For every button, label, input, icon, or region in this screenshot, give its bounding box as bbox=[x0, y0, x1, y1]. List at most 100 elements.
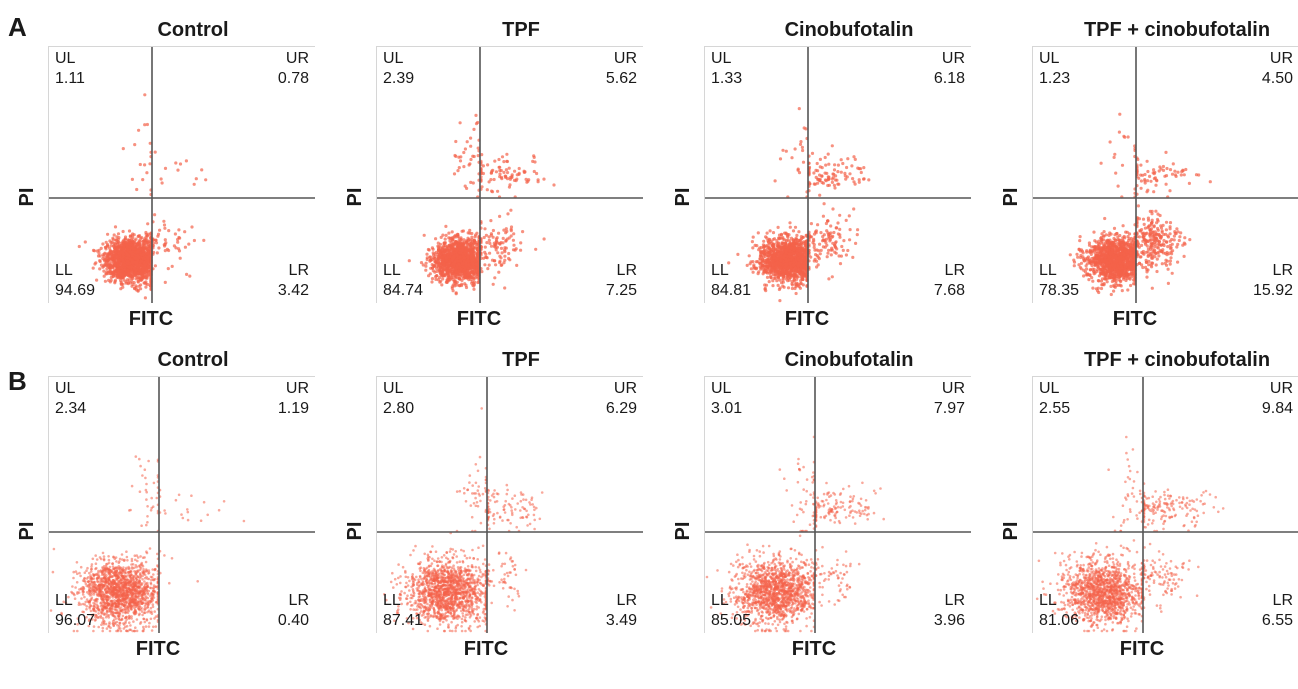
event-point-ll bbox=[145, 252, 149, 256]
event-point-ll bbox=[784, 259, 788, 263]
event-point-ll bbox=[116, 232, 121, 236]
event-point-lr bbox=[177, 247, 181, 251]
event-point-ll bbox=[112, 233, 116, 237]
event-point-ll bbox=[787, 245, 791, 249]
event-point-lr bbox=[500, 251, 504, 255]
event-point-lr bbox=[487, 238, 491, 242]
event-point-ll bbox=[109, 244, 113, 248]
event-point-ur bbox=[839, 158, 843, 162]
event-point-lr bbox=[824, 221, 828, 226]
event-point-lr bbox=[501, 236, 505, 240]
event-point-lr bbox=[165, 247, 169, 251]
event-point-ll bbox=[119, 266, 123, 270]
event-point-ll bbox=[115, 269, 119, 273]
event-point-ll bbox=[781, 255, 785, 259]
event-point-lr bbox=[507, 236, 511, 240]
event-point-ll bbox=[794, 291, 798, 296]
event-point-ll bbox=[144, 285, 148, 289]
event-point-ll bbox=[426, 247, 430, 252]
event-point-ur bbox=[497, 157, 501, 162]
event-point-ur bbox=[824, 179, 828, 183]
event-point-lr bbox=[163, 226, 167, 230]
event-point-ll bbox=[451, 256, 455, 260]
event-point-ll bbox=[473, 240, 477, 245]
event-point-ur bbox=[867, 178, 871, 182]
event-point-ll bbox=[120, 269, 124, 273]
event-point-ll bbox=[141, 239, 145, 243]
event-point-ll bbox=[113, 225, 118, 229]
event-point-ll bbox=[142, 274, 146, 278]
scatter-points bbox=[407, 113, 556, 296]
event-point-ll bbox=[747, 254, 751, 258]
event-point-ll bbox=[472, 280, 477, 284]
event-point-ll bbox=[434, 237, 438, 241]
event-point-ur bbox=[505, 159, 509, 163]
event-point-ll bbox=[108, 239, 112, 243]
quadrant-label-ur: UR bbox=[941, 50, 965, 67]
event-point-ll bbox=[772, 251, 776, 255]
event-point-ll bbox=[450, 275, 454, 279]
event-point-ll bbox=[116, 272, 120, 276]
quadrant-value-ur: 0.78 bbox=[277, 70, 309, 87]
event-point-ur bbox=[820, 180, 824, 185]
event-point-ur bbox=[532, 169, 536, 174]
event-point-ll bbox=[791, 238, 795, 242]
event-point-ul bbox=[457, 166, 461, 170]
event-point-ur bbox=[489, 171, 494, 175]
event-point-ll bbox=[431, 269, 435, 273]
event-point-ll bbox=[787, 258, 791, 262]
event-point-ll bbox=[768, 262, 772, 266]
event-point-ll bbox=[108, 246, 112, 250]
event-point-lr bbox=[162, 243, 166, 247]
event-point-lr bbox=[499, 241, 503, 245]
event-point-ll bbox=[115, 274, 119, 278]
event-point-lr bbox=[814, 253, 818, 257]
event-point-lr bbox=[521, 230, 525, 234]
event-point-ul bbox=[467, 163, 471, 167]
event-point-lr bbox=[174, 246, 178, 250]
event-point-ll bbox=[121, 273, 125, 277]
event-point-ll bbox=[468, 228, 472, 232]
event-point-ur bbox=[552, 183, 556, 187]
event-point-ll bbox=[759, 267, 763, 271]
event-point-ll bbox=[779, 246, 783, 250]
event-point-ll bbox=[455, 253, 459, 257]
event-point-lr bbox=[503, 248, 507, 252]
event-point-lr bbox=[503, 254, 507, 258]
event-point-ll bbox=[134, 260, 138, 264]
event-point-ul bbox=[801, 160, 806, 164]
event-point-lr bbox=[821, 245, 825, 249]
event-point-ll bbox=[112, 272, 116, 277]
event-point-ll bbox=[458, 270, 463, 274]
event-point-ll bbox=[475, 262, 479, 266]
event-point-ul bbox=[800, 145, 804, 149]
event-point-ll bbox=[763, 283, 767, 287]
event-point-ll bbox=[473, 270, 477, 274]
event-point-ul bbox=[476, 146, 480, 150]
event-point-ll bbox=[780, 269, 784, 274]
event-point-lr bbox=[832, 230, 836, 235]
event-point-lr bbox=[816, 263, 820, 267]
event-point-ll bbox=[769, 275, 773, 280]
event-point-ll bbox=[471, 257, 475, 262]
panel-title: Control bbox=[157, 19, 229, 41]
event-point-ll bbox=[110, 240, 114, 244]
event-point-ll bbox=[136, 289, 140, 293]
event-point-ll bbox=[779, 233, 784, 237]
event-point-ll bbox=[775, 249, 780, 253]
event-point-ul bbox=[143, 93, 147, 97]
event-point-ur bbox=[517, 166, 521, 171]
event-point-ur bbox=[527, 178, 531, 182]
event-point-ur bbox=[178, 162, 183, 166]
event-point-ur bbox=[492, 177, 496, 182]
event-point-ll bbox=[779, 273, 783, 277]
event-point-ll bbox=[785, 273, 790, 277]
event-point-lr bbox=[485, 256, 489, 260]
event-point-ur bbox=[200, 168, 204, 172]
event-point-ul bbox=[469, 144, 473, 148]
event-point-ll bbox=[144, 280, 148, 284]
event-point-ll bbox=[445, 280, 449, 284]
event-point-ur bbox=[159, 177, 163, 181]
event-point-ur bbox=[830, 180, 834, 184]
event-point-lr bbox=[489, 244, 494, 248]
